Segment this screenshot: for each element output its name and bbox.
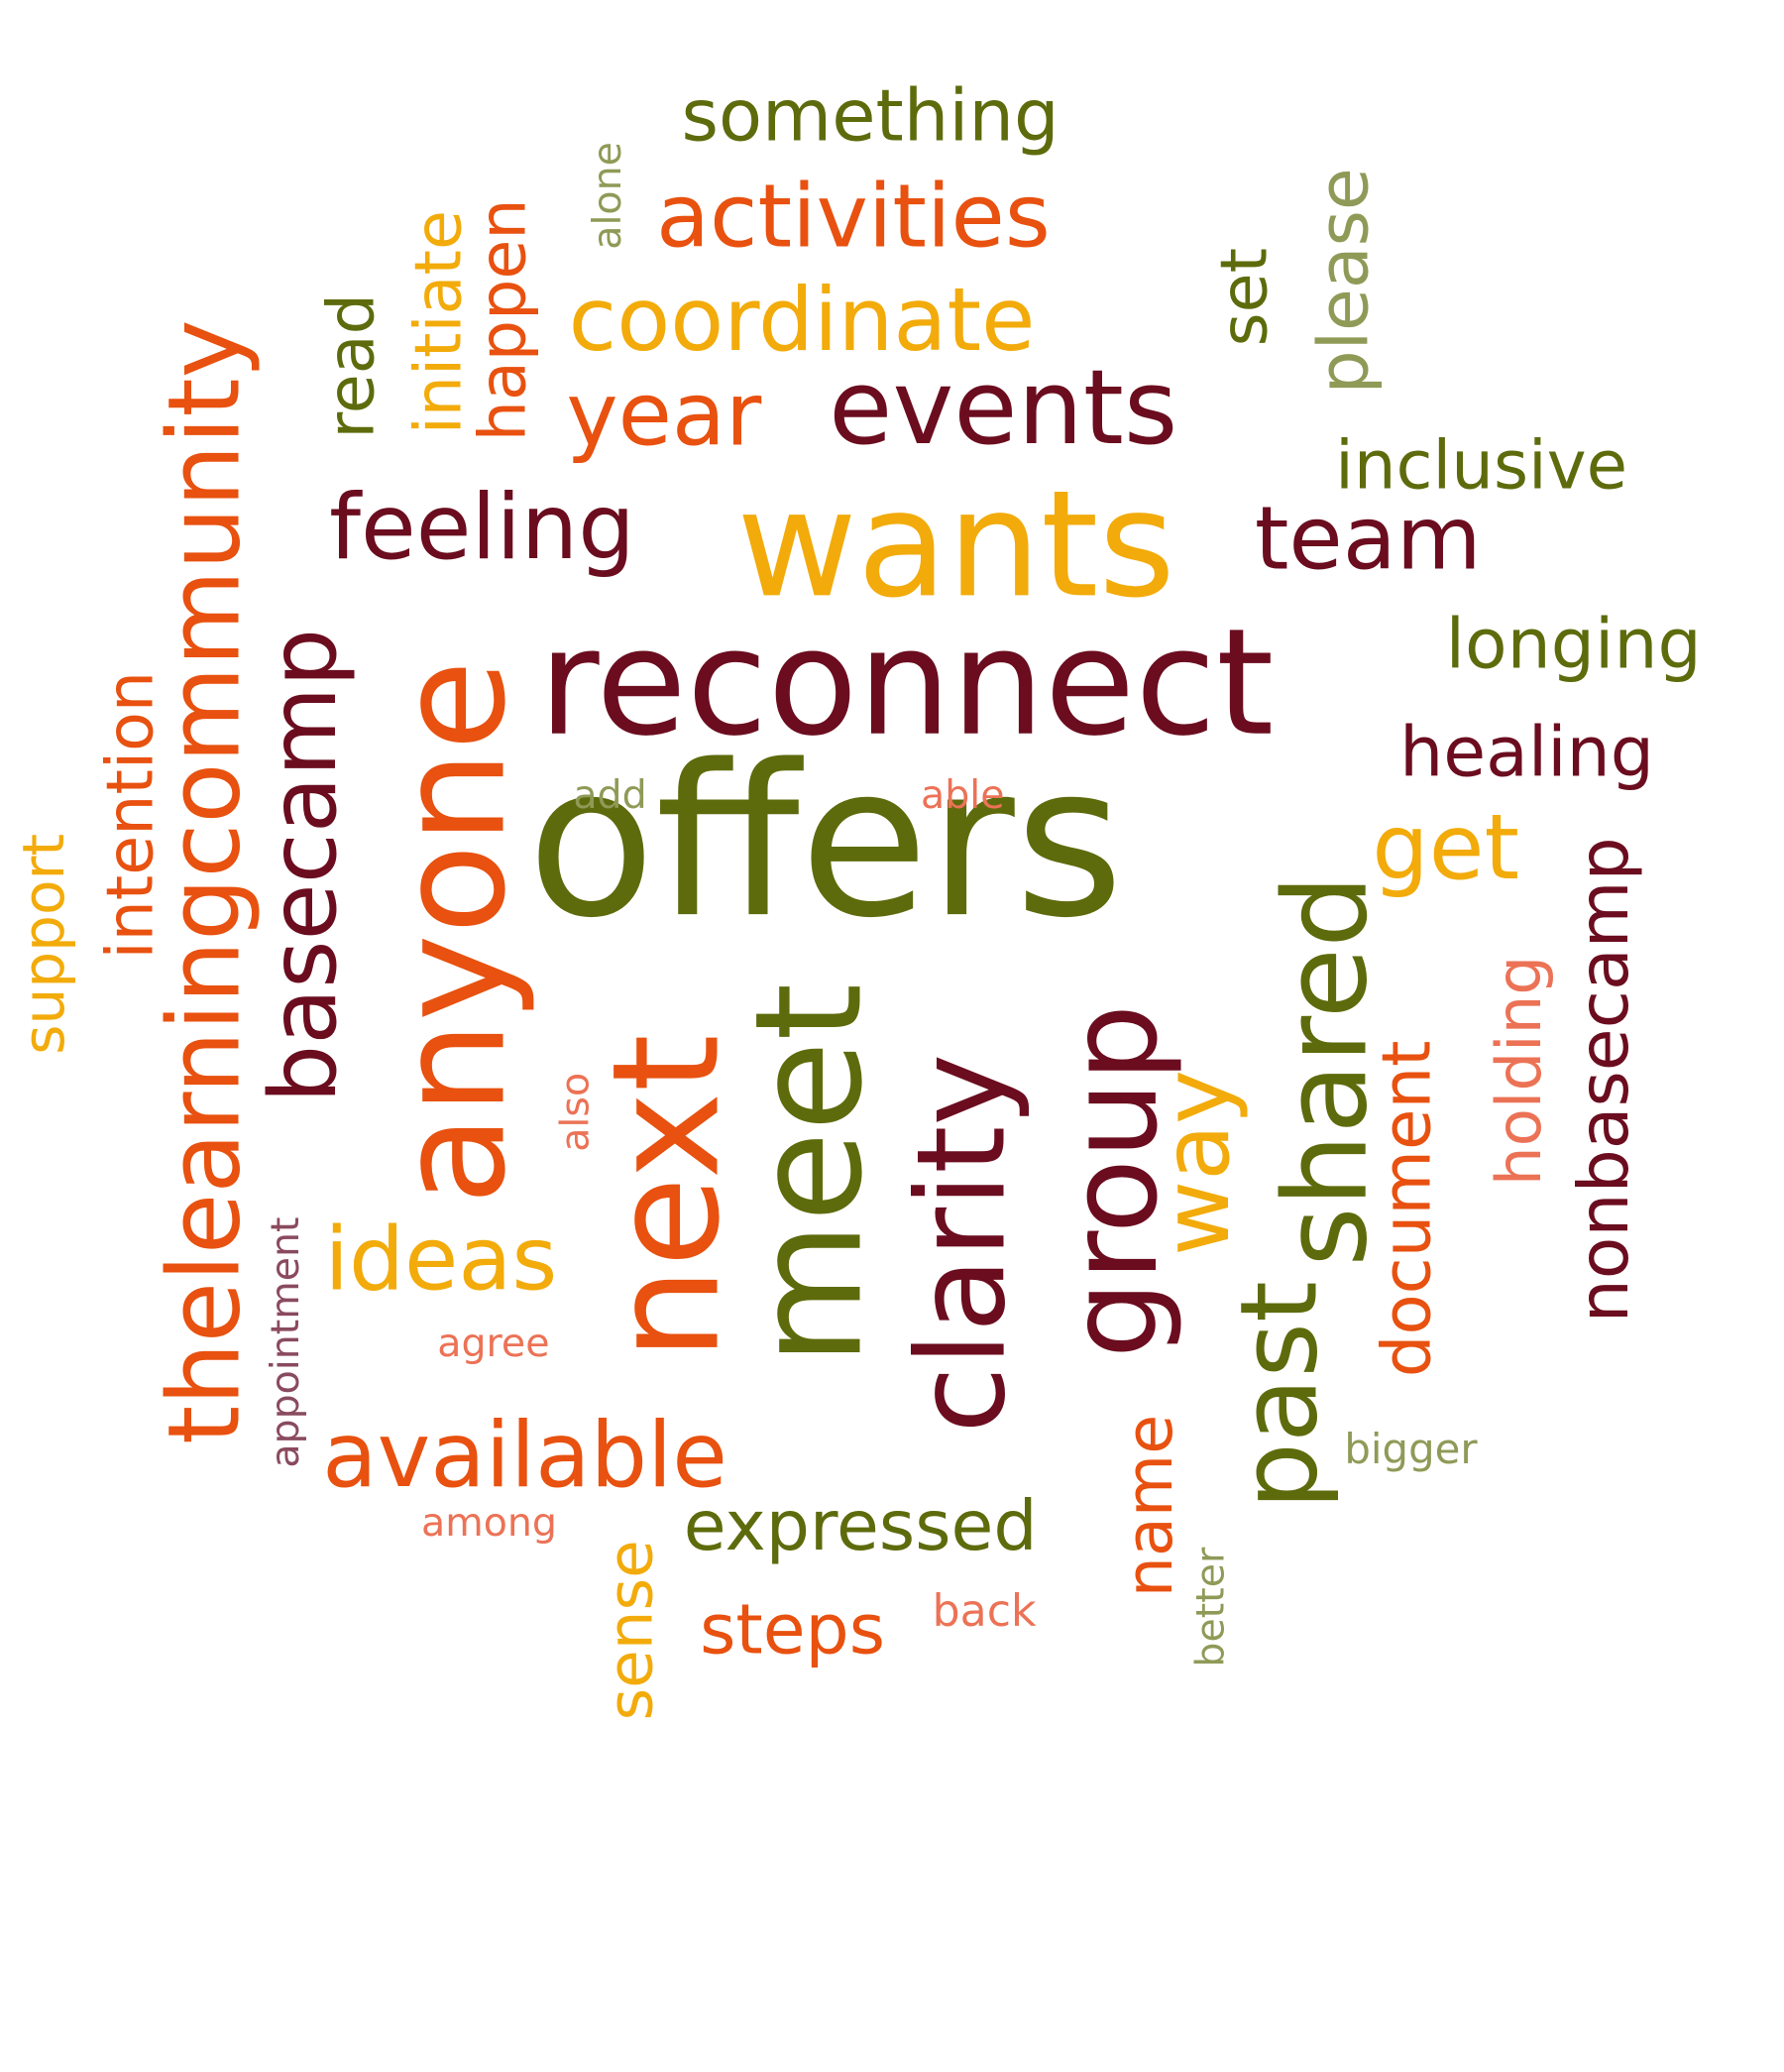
word-get: get — [1372, 796, 1520, 901]
word-alone: alone — [584, 142, 631, 250]
word-holding: holding — [1482, 955, 1555, 1187]
word-basecamp: basecamp — [250, 628, 358, 1103]
word-reconnect: reconnect — [538, 597, 1275, 769]
word-support: support — [10, 833, 77, 1055]
word-activities: activities — [655, 165, 1051, 268]
word-among: among — [421, 1500, 557, 1547]
word-way: way — [1143, 1069, 1251, 1256]
word-add: add — [573, 772, 647, 819]
word-thelearningcommunity: thelearningcommunity — [147, 319, 263, 1444]
word-shared: shared — [1258, 874, 1394, 1267]
word-able: able — [921, 772, 1005, 819]
word-meet: meet — [724, 982, 896, 1366]
word-year: year — [566, 362, 762, 466]
word-ideas: ideas — [324, 1208, 558, 1311]
word-document: document — [1367, 1040, 1446, 1378]
word-feeling: feeling — [329, 476, 635, 581]
word-steps: steps — [700, 1589, 886, 1671]
word-initiate: initiate — [401, 210, 477, 435]
word-healing: healing — [1399, 712, 1654, 794]
word-available: available — [322, 1404, 728, 1509]
word-longing: longing — [1445, 604, 1702, 685]
word-clarity: clarity — [890, 1053, 1033, 1434]
word-next: next — [581, 1034, 753, 1361]
word-better: better — [1187, 1547, 1234, 1668]
word-inclusive: inclusive — [1335, 425, 1628, 505]
word-happen: happen — [466, 198, 541, 442]
word-coordinate: coordinate — [568, 268, 1036, 371]
word-please: please — [1303, 168, 1386, 395]
word-set: set — [1207, 247, 1282, 347]
word-back: back — [932, 1585, 1037, 1637]
word-expressed: expressed — [683, 1486, 1038, 1567]
word-offers: offers — [526, 719, 1124, 965]
word-intention: intention — [93, 670, 168, 960]
word-past: past — [1217, 1281, 1341, 1510]
word-also: also — [552, 1072, 599, 1152]
word-read: read — [314, 293, 390, 439]
word-sense: sense — [594, 1540, 667, 1721]
word-agree: agree — [437, 1321, 550, 1367]
word-events: events — [829, 347, 1178, 469]
word-bigger: bigger — [1344, 1426, 1478, 1474]
word-nonbasecamp: nonbasecamp — [1564, 837, 1645, 1324]
word-name: name — [1112, 1414, 1188, 1598]
word-team: team — [1254, 487, 1482, 590]
word-appointment: appointment — [262, 1216, 309, 1468]
word-anyone: anyone — [367, 659, 539, 1206]
word-wants: wants — [736, 459, 1175, 632]
word-something: something — [681, 73, 1059, 159]
